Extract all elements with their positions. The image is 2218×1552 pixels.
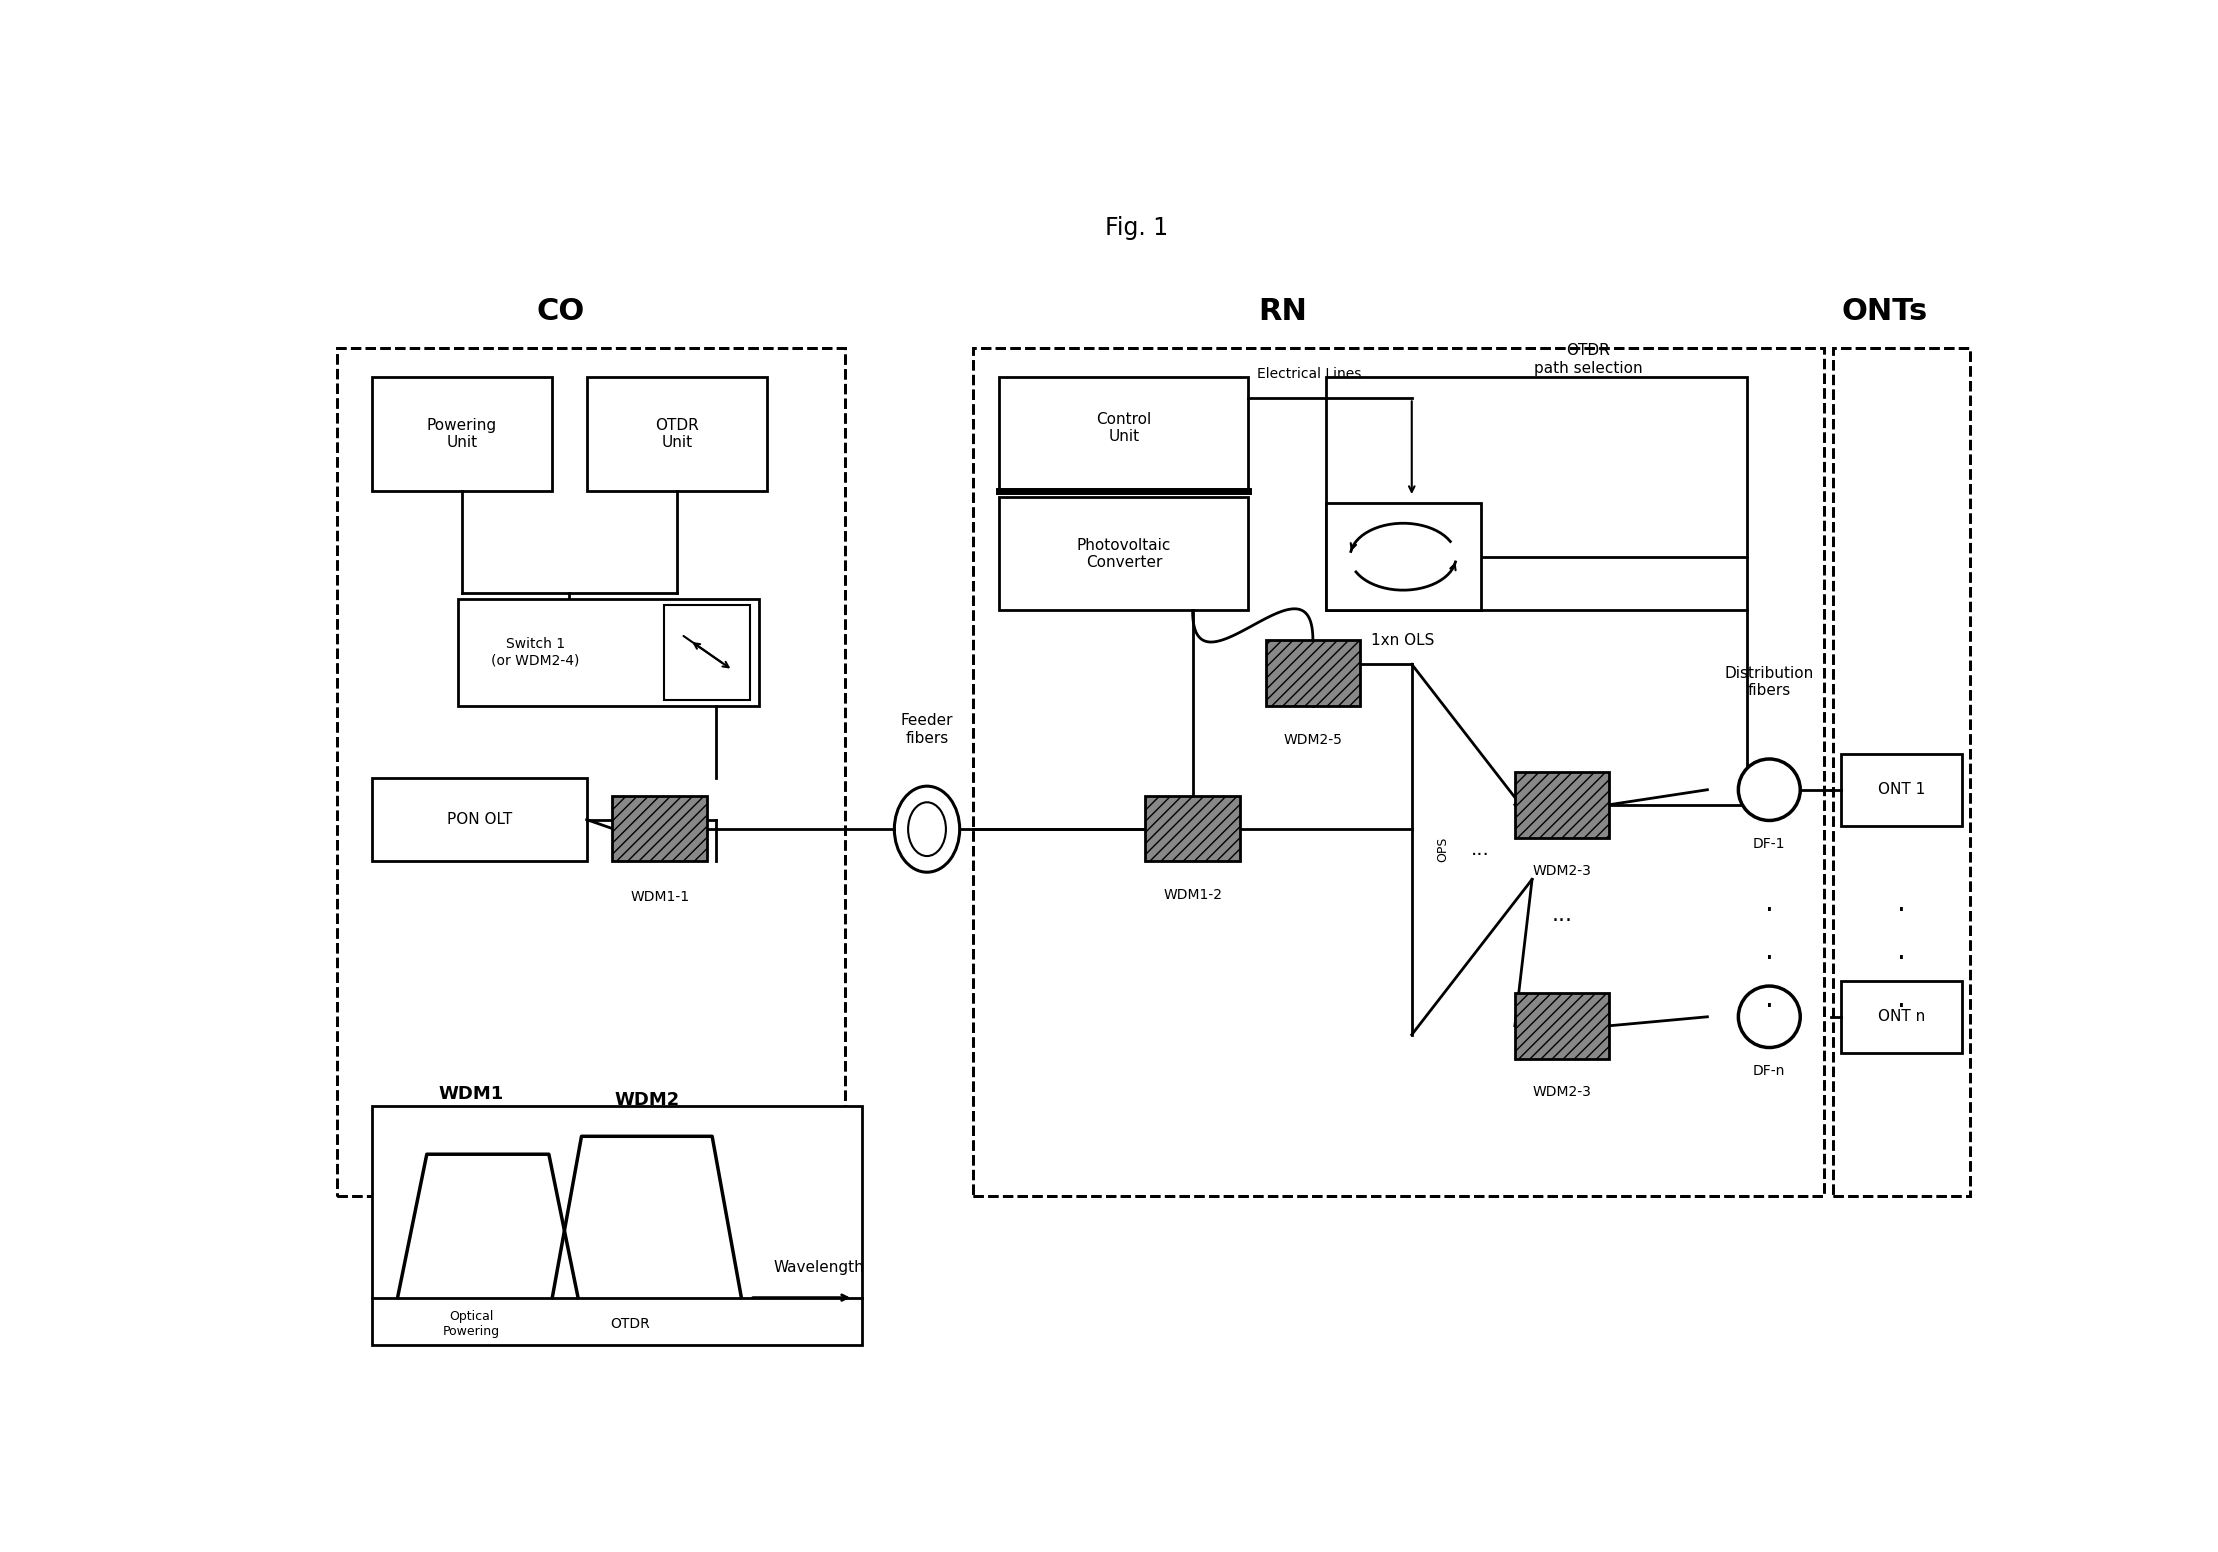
Bar (974, 348, 1823, 1197)
Text: OPS: OPS (1437, 837, 1448, 863)
Bar (1144, 796, 1240, 861)
Text: Fig. 1: Fig. 1 (1105, 216, 1169, 241)
Text: Optical
Powering: Optical Powering (444, 1310, 499, 1338)
Ellipse shape (1739, 759, 1801, 821)
Text: OTDR
Unit: OTDR Unit (654, 417, 699, 450)
Bar (974, 348, 1823, 1197)
Bar (1515, 993, 1610, 1058)
Bar (1841, 981, 1961, 1052)
Bar (1266, 641, 1360, 706)
Bar (663, 605, 750, 700)
Text: WDM2-3: WDM2-3 (1533, 1085, 1593, 1099)
Text: WDM1-1: WDM1-1 (630, 891, 690, 905)
Text: ONT 1: ONT 1 (1879, 782, 1925, 798)
Bar (1326, 377, 1748, 610)
Text: ONTs: ONTs (1841, 298, 1927, 326)
Text: .: . (1766, 986, 1774, 1013)
Bar (1841, 754, 1961, 826)
Text: Photovoltaic
Converter: Photovoltaic Converter (1076, 537, 1171, 570)
Text: RN: RN (1258, 298, 1306, 326)
Bar (1326, 503, 1482, 610)
Text: ...: ... (1553, 905, 1573, 925)
Bar (373, 377, 552, 490)
Text: OTDR
path selection: OTDR path selection (1533, 343, 1641, 376)
Bar (998, 497, 1249, 610)
Text: .: . (1896, 889, 1905, 917)
Bar (1832, 348, 1970, 1197)
Text: OTDR: OTDR (610, 1318, 650, 1332)
Text: WDM1-2: WDM1-2 (1162, 888, 1222, 902)
Bar (373, 778, 586, 861)
Bar (1832, 348, 1970, 1197)
Text: .: . (1896, 986, 1905, 1013)
Text: Distribution
fibers: Distribution fibers (1726, 666, 1814, 698)
Text: PON OLT: PON OLT (446, 812, 512, 827)
Bar (457, 599, 759, 706)
Text: WDM1: WDM1 (439, 1085, 503, 1103)
Text: Feeder
fibers: Feeder fibers (901, 712, 954, 745)
Text: Control
Unit: Control Unit (1096, 411, 1151, 444)
Bar (337, 348, 845, 1197)
Bar (373, 1107, 861, 1346)
Text: .: . (1766, 937, 1774, 965)
Text: WDM2: WDM2 (614, 1091, 679, 1110)
Bar (998, 377, 1249, 490)
Text: Switch 1
(or WDM2-4): Switch 1 (or WDM2-4) (490, 638, 579, 667)
Text: Wavelength: Wavelength (774, 1260, 865, 1276)
Text: .: . (1896, 937, 1905, 965)
Text: WDM2-5: WDM2-5 (1284, 733, 1342, 747)
Text: DF-1: DF-1 (1752, 837, 1785, 850)
Text: .: . (1766, 889, 1774, 917)
Ellipse shape (1739, 986, 1801, 1048)
Text: Electrical Lines: Electrical Lines (1258, 368, 1362, 382)
Text: CO: CO (537, 298, 586, 326)
Text: DF-n: DF-n (1752, 1063, 1785, 1077)
Text: Powering
Unit: Powering Unit (428, 417, 497, 450)
Bar (612, 796, 708, 861)
Text: ONT n: ONT n (1879, 1009, 1925, 1024)
Text: WDM2-3: WDM2-3 (1533, 864, 1593, 878)
Ellipse shape (907, 802, 945, 857)
Ellipse shape (894, 787, 960, 872)
Text: 1xn OLS: 1xn OLS (1371, 633, 1435, 647)
Bar (337, 348, 845, 1197)
Text: ...: ... (1471, 840, 1490, 858)
Bar (1515, 771, 1610, 838)
Bar (586, 377, 767, 490)
